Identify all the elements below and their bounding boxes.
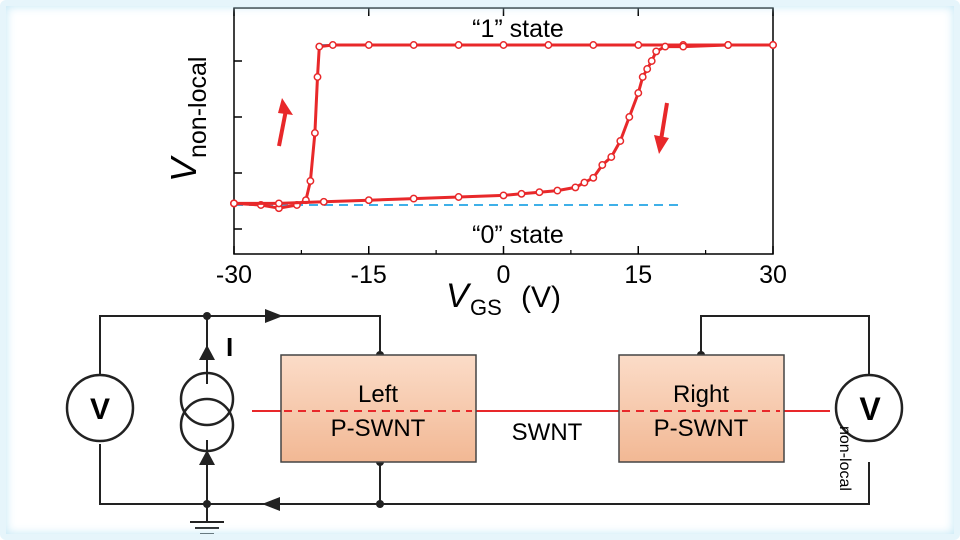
voltmeter-right-icon: V <box>834 373 904 443</box>
data-point <box>634 89 643 97</box>
sweep-up-arrow-icon <box>277 98 293 147</box>
junction-dot <box>203 500 211 508</box>
channel-label: SWNT <box>512 419 583 446</box>
bottom-wire <box>99 444 870 505</box>
current-source-icon <box>179 371 235 453</box>
x-axis-label-sub: GS <box>470 295 502 320</box>
data-point <box>310 129 319 137</box>
data-point <box>724 41 733 49</box>
x-tick-label: 15 <box>624 261 652 289</box>
data-point <box>571 183 580 192</box>
left-electrode <box>280 354 477 463</box>
x-tick-labels: -30 -15 0 15 30 <box>216 261 787 289</box>
source-arrow-up-icon <box>199 450 215 465</box>
current-label: I <box>226 332 233 362</box>
data-point <box>638 73 647 81</box>
data-point <box>364 41 373 49</box>
right-electrode-label-2: P-SWNT <box>654 415 749 442</box>
left-electrode-label-2: P-SWNT <box>331 415 426 442</box>
x-axis-label-main: V <box>446 277 472 315</box>
x-axis-label: V GS (V) <box>446 277 561 320</box>
x-axis-label-unit: (V) <box>521 281 561 314</box>
data-point <box>328 41 337 49</box>
data-point <box>535 188 544 197</box>
voltmeter-left-icon: V <box>65 373 135 443</box>
data-point <box>580 178 589 187</box>
source-arrow-up-icon <box>199 345 215 360</box>
ticks-layer <box>233 8 774 254</box>
current-arrow-right-icon <box>265 309 283 323</box>
data-point <box>454 41 463 49</box>
current-arrow-left-icon <box>262 497 280 511</box>
data-point <box>607 153 616 161</box>
right-top-wire <box>700 315 870 382</box>
ground-icon <box>190 521 224 535</box>
data-point <box>315 42 324 51</box>
data-point <box>409 41 418 49</box>
data-point <box>454 193 463 201</box>
x-tick-label: 30 <box>759 261 787 289</box>
data-point <box>589 41 598 49</box>
data-point <box>634 41 643 49</box>
data-point <box>625 113 634 121</box>
x-tick-label: -30 <box>216 261 252 289</box>
data-point <box>616 137 625 145</box>
right-electrode <box>618 354 785 463</box>
right-electrode-label-1: Right <box>673 381 729 408</box>
top-wire <box>99 315 381 410</box>
data-point <box>661 42 670 51</box>
junction-dot <box>203 312 211 320</box>
data-point <box>769 41 777 49</box>
voltmeter-right-symbol: V <box>859 391 881 427</box>
voltmeter-left-symbol: V <box>90 393 110 426</box>
chart: -30 -15 0 15 30 “1” state “0” state V non-lo… <box>163 7 787 320</box>
left-electrode-label-1: Left <box>358 381 398 408</box>
data-point <box>643 65 652 73</box>
data-point <box>319 197 328 206</box>
voltmeter-right-subscript: non-local <box>836 426 853 491</box>
y-axis-label-main: V <box>163 155 204 182</box>
data-point <box>274 199 283 208</box>
y-axis-label-sub: non-local <box>184 57 212 158</box>
data-point <box>647 57 656 65</box>
x-tick-label: 0 <box>497 261 511 289</box>
junction-dot <box>376 500 384 508</box>
data-point <box>306 177 315 185</box>
data-point <box>313 73 322 81</box>
sweep-down-arrow-icon <box>654 102 669 154</box>
data-point <box>544 41 553 49</box>
annotation-state-high: “1” state <box>472 15 564 43</box>
data-point <box>553 186 562 195</box>
data-point <box>652 47 661 56</box>
data-point <box>499 191 508 200</box>
data-point <box>499 41 508 49</box>
series-layer <box>230 41 777 213</box>
annotation-state-low: “0” state <box>472 221 564 249</box>
data-point <box>230 199 238 208</box>
y-axis-label: V non-local <box>163 57 212 182</box>
data-point <box>598 161 607 169</box>
data-point <box>517 189 526 198</box>
data-point <box>364 196 373 205</box>
x-tick-label: -15 <box>351 261 387 289</box>
data-point <box>589 173 598 182</box>
data-point <box>409 194 418 203</box>
data-point <box>679 42 688 51</box>
